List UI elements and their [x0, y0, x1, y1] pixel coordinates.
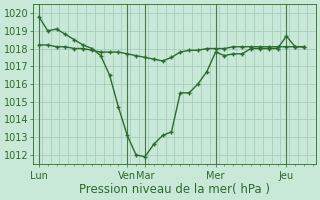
X-axis label: Pression niveau de la mer( hPa ): Pression niveau de la mer( hPa ) — [79, 183, 270, 196]
